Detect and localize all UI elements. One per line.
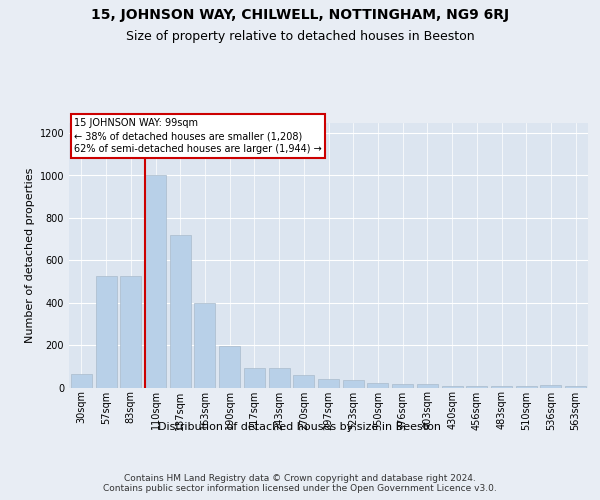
Text: Size of property relative to detached houses in Beeston: Size of property relative to detached ho… [125,30,475,43]
Bar [219,346,240,388]
Y-axis label: Number of detached properties: Number of detached properties [25,168,35,342]
Bar [541,386,562,388]
Bar [516,386,537,388]
Bar [466,386,487,388]
Bar [95,276,116,388]
Bar [343,380,364,388]
Bar [145,176,166,388]
Bar [170,235,191,388]
Text: Distribution of detached houses by size in Beeston: Distribution of detached houses by size … [158,422,442,432]
Bar [417,384,438,388]
Text: 15, JOHNSON WAY, CHILWELL, NOTTINGHAM, NG9 6RJ: 15, JOHNSON WAY, CHILWELL, NOTTINGHAM, N… [91,8,509,22]
Bar [244,368,265,388]
Bar [318,379,339,388]
Bar [565,386,586,388]
Text: Contains HM Land Registry data © Crown copyright and database right 2024.
Contai: Contains HM Land Registry data © Crown c… [103,474,497,494]
Bar [293,375,314,388]
Bar [392,384,413,388]
Bar [120,276,141,388]
Bar [367,384,388,388]
Bar [269,368,290,388]
Text: 15 JOHNSON WAY: 99sqm
← 38% of detached houses are smaller (1,208)
62% of semi-d: 15 JOHNSON WAY: 99sqm ← 38% of detached … [74,118,322,154]
Bar [442,386,463,388]
Bar [194,302,215,388]
Bar [71,374,92,388]
Bar [491,386,512,388]
